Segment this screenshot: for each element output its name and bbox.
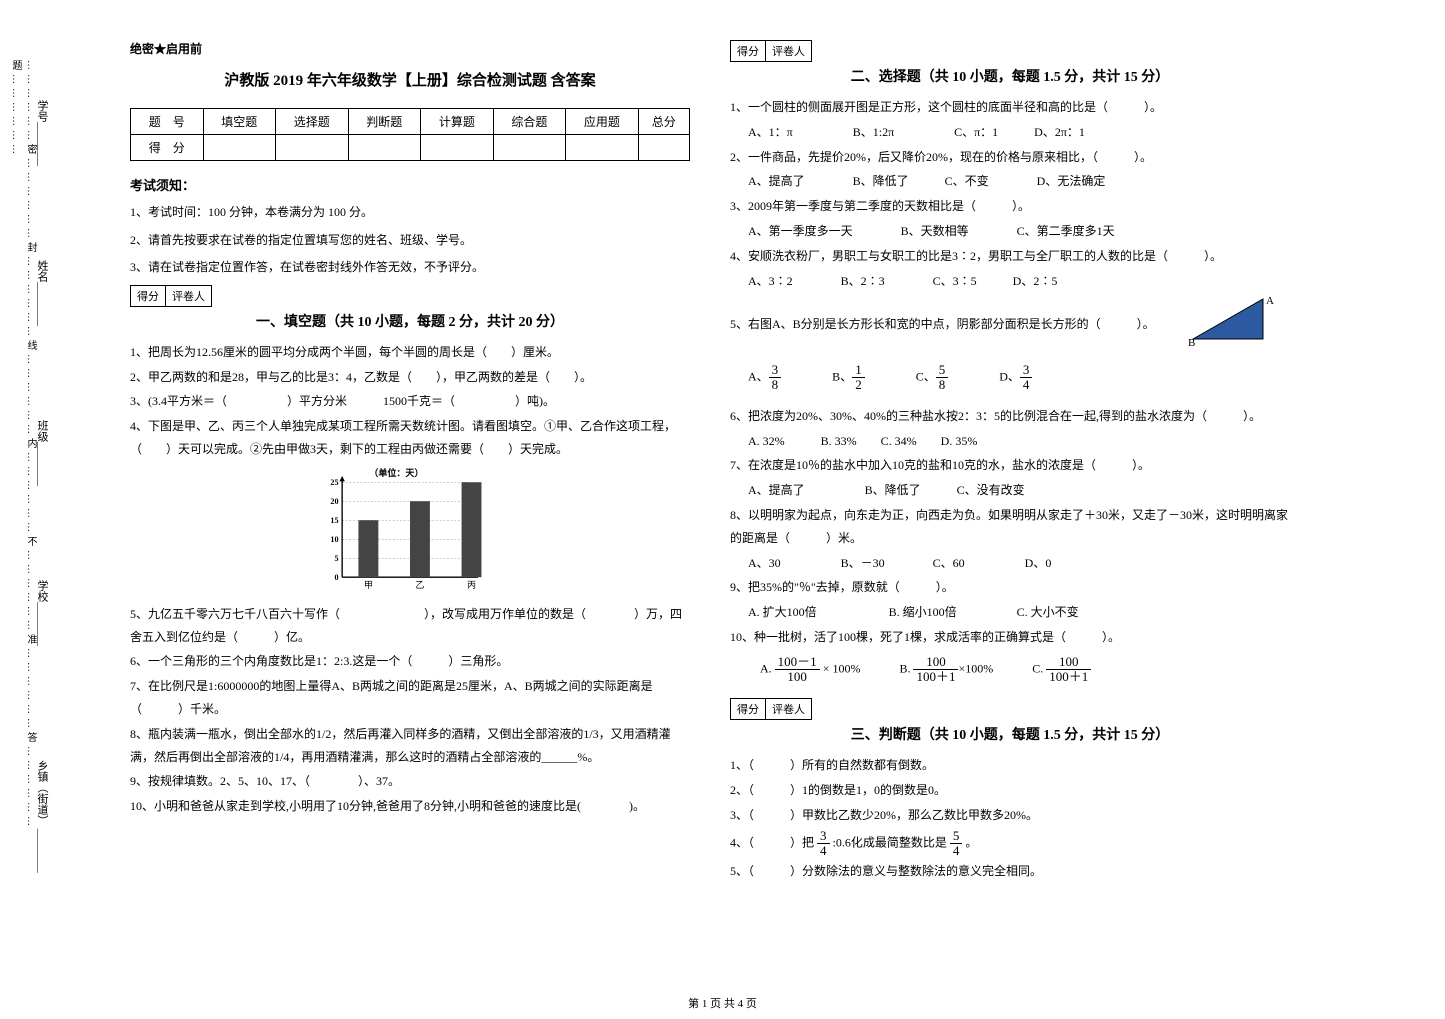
notice-heading: 考试须知： [130,175,690,194]
q: 2、甲乙两数的和是28，甲与乙的比是3：4，乙数是（ ），甲乙两数的差是（ ）。 [130,366,690,389]
td: 得 分 [131,135,204,161]
q: 10、小明和爸爸从家走到学校,小明用了10分钟,爸爸用了8分钟,小明和爸爸的速度… [130,795,690,818]
q: 4、安顺洗衣粉厂，男职工与女职工的比是3∶2，男职工与全厂职工的人数的比是（ ）… [730,245,1290,268]
opts: A. 扩大100倍 B. 缩小100倍 C. 大小不变 [730,601,1290,624]
bar-chart: （单位：天） 25 20 15 10 5 0 甲 乙 丙 [315,467,505,597]
q: 9、把35%的"％"去掉，原数就（ ）。 [730,576,1290,599]
svg-text:15: 15 [330,516,338,525]
svg-text:5: 5 [334,554,338,563]
q: 1、一个圆柱的侧面展开图是正方形，这个圆柱的底面半径和高的比是（ ）。 [730,96,1290,119]
sb-label-0: 乡镇（街道） ________ [34,760,50,873]
q: 1、把周长为12.56厘米的圆平均分成两个半圆，每个半圆的周长是（ ）厘米。 [130,341,690,364]
section1-title: 一、填空题（共 10 小题，每题 2 分，共计 20 分） [130,311,690,331]
q-text: :0.6化成最简整数比是 [833,835,947,849]
triangle-figure: A B [1188,294,1278,357]
opts: A. 32% B. 33% C. 34% D. 35% [730,430,1290,453]
opts: A、3∶2 B、2∶3 C、3∶5 D、2∶5 [730,270,1290,293]
opts: A、30 B、－30 C、60 D、0 [730,552,1290,575]
opts: A、提高了 B、降低了 C、不变 D、无法确定 [730,170,1290,193]
score-table: 题 号 填空题 选择题 判断题 计算题 综合题 应用题 总分 得 分 [130,108,690,161]
th: 判断题 [348,109,421,135]
q: 4、（ ）把 34 :0.6化成最简整数比是 54 。 [730,829,1290,859]
th: 选择题 [276,109,349,135]
q: 5、（ ）分数除法的意义与整数除法的意义完全相同。 [730,860,1290,883]
q: 2、（ ）1的倒数是1，0的倒数是0。 [730,779,1290,802]
q: 2、一件商品，先提价20%，后又降价20%，现在的价格与原来相比，（ ）。 [730,146,1290,169]
scorebox-a: 得分 [131,286,166,306]
q: 10、种一批树，活了100棵，死了1棵，求成活率的正确算式是（ ）。 [730,626,1290,649]
page-footer: 第 1 页 共 4 页 [0,995,1445,1011]
scorebox-a: 得分 [731,41,766,61]
q: 5、九亿五千零六万七千八百六十写作（ ），改写成用万作单位的数是（ ）万，四舍五… [130,603,690,649]
table-row: 题 号 填空题 选择题 判断题 计算题 综合题 应用题 总分 [131,109,690,135]
rule: 1、考试时间：100 分钟，本卷满分为 100 分。 [130,202,690,224]
scorebox-b: 评卷人 [766,41,811,61]
rule: 3、请在试卷指定位置作答，在试卷密封线外作答无效，不予评分。 [130,257,690,279]
svg-text:10: 10 [330,535,338,544]
section2-title: 二、选择题（共 10 小题，每题 1.5 分，共计 15 分） [730,66,1290,86]
scorebox-a: 得分 [731,699,766,719]
sb-label-1: 学校________ [34,580,50,646]
triangle-label-a: A [1266,295,1274,307]
q: 6、一个三角形的三个内角度数比是1：2:3.这是一个（ ）三角形。 [130,650,690,673]
svg-text:25: 25 [330,478,338,487]
th: 应用题 [566,109,639,135]
score-box: 得分评卷人 [730,40,812,62]
opts: A、提高了 B、降低了 C、没有改变 [730,479,1290,502]
scorebox-b: 评卷人 [166,286,211,306]
page: 绝密★启用前 沪教版 2019 年六年级数学【上册】综合检测试题 含答案 题 号… [110,40,1420,970]
svg-text:甲: 甲 [364,580,373,590]
th: 题 号 [131,109,204,135]
svg-text:丙: 丙 [467,580,476,590]
q: 1、（ ）所有的自然数都有倒数。 [730,754,1290,777]
q: 5、右图A、B分别是长方形长和宽的中点，阴影部分面积是长方形的（ ）。 A B [730,294,1290,357]
q: 7、在浓度是10％的盐水中加入10克的盐和10克的水，盐水的浓度是（ ）。 [730,454,1290,477]
svg-text:20: 20 [330,497,338,506]
sb-label-4: 学号________ [34,100,50,166]
score-box: 得分评卷人 [130,285,212,307]
rule: 2、请首先按要求在试卷的指定位置填写您的姓名、班级、学号。 [130,230,690,252]
right-column: 得分评卷人 二、选择题（共 10 小题，每题 1.5 分，共计 15 分） 1、… [710,40,1310,970]
svg-text:0: 0 [334,573,338,582]
th: 总分 [638,109,689,135]
q: 4、下图是甲、乙、丙三个人单独完成某项工程所需天数统计图。请看图填空。①甲、乙合… [130,415,690,461]
q-text: 4、（ ）把 [730,835,814,849]
q: 3、2009年第一季度与第二季度的天数相比是（ ）。 [730,195,1290,218]
svg-text:乙: 乙 [415,580,424,590]
th: 填空题 [203,109,276,135]
q: 3、（ ）甲数比乙数少20%，那么乙数比甲数多20%。 [730,804,1290,827]
q: 8、以明明家为起点，向东走为正，向西走为负。如果明明从家走了＋30米，又走了－3… [730,504,1290,550]
left-column: 绝密★启用前 沪教版 2019 年六年级数学【上册】综合检测试题 含答案 题 号… [110,40,710,970]
svg-text:（单位：天）: （单位：天） [369,467,423,478]
sb-label-3: 姓名________ [34,260,50,326]
q: 9、按规律填数。2、5、10、17、（ ）、37。 [130,770,690,793]
q: 6、把浓度为20%、30%、40%的三种盐水按2：3：5的比例混合在一起,得到的… [730,405,1290,428]
secret-label: 绝密★启用前 [130,40,690,57]
q: 7、在比例尺是1:6000000的地图上量得A、B两城之间的距离是25厘米，A、… [130,675,690,721]
q: 8、瓶内装满一瓶水，倒出全部水的1/2，然后再灌入同样多的酒精，又倒出全部溶液的… [130,723,690,769]
sb-label-2: 班级________ [34,420,50,486]
opts-frac: A. 100－1100 × 100% B. 100100＋1×100% C. 1… [730,655,1290,685]
scorebox-b: 评卷人 [766,699,811,719]
paper-title: 沪教版 2019 年六年级数学【上册】综合检测试题 含答案 [130,69,690,90]
th: 综合题 [493,109,566,135]
q-text: 5、右图A、B分别是长方形长和宽的中点，阴影部分面积是长方形的（ ）。 [730,318,1155,332]
opts: A、1：π B、1:2π C、π：1 D、2π：1 [730,121,1290,144]
th: 计算题 [421,109,494,135]
binding-sidebar: ………………密………………封………………线………………内………………不……………… [0,40,110,940]
section3-title: 三、判断题（共 10 小题，每题 1.5 分，共计 15 分） [730,724,1290,744]
score-box: 得分评卷人 [730,698,812,720]
opts: A、第一季度多一天 B、天数相等 C、第二季度多1天 [730,220,1290,243]
opts-frac: A、38 B、12 C、58 D、34 [730,363,1290,393]
triangle-label-b: B [1188,337,1195,349]
q-text: 。 [965,835,977,849]
table-row: 得 分 [131,135,690,161]
q: 3、(3.4平方米＝（ ）平方分米 1500千克＝（ ）吨)。 [130,390,690,413]
